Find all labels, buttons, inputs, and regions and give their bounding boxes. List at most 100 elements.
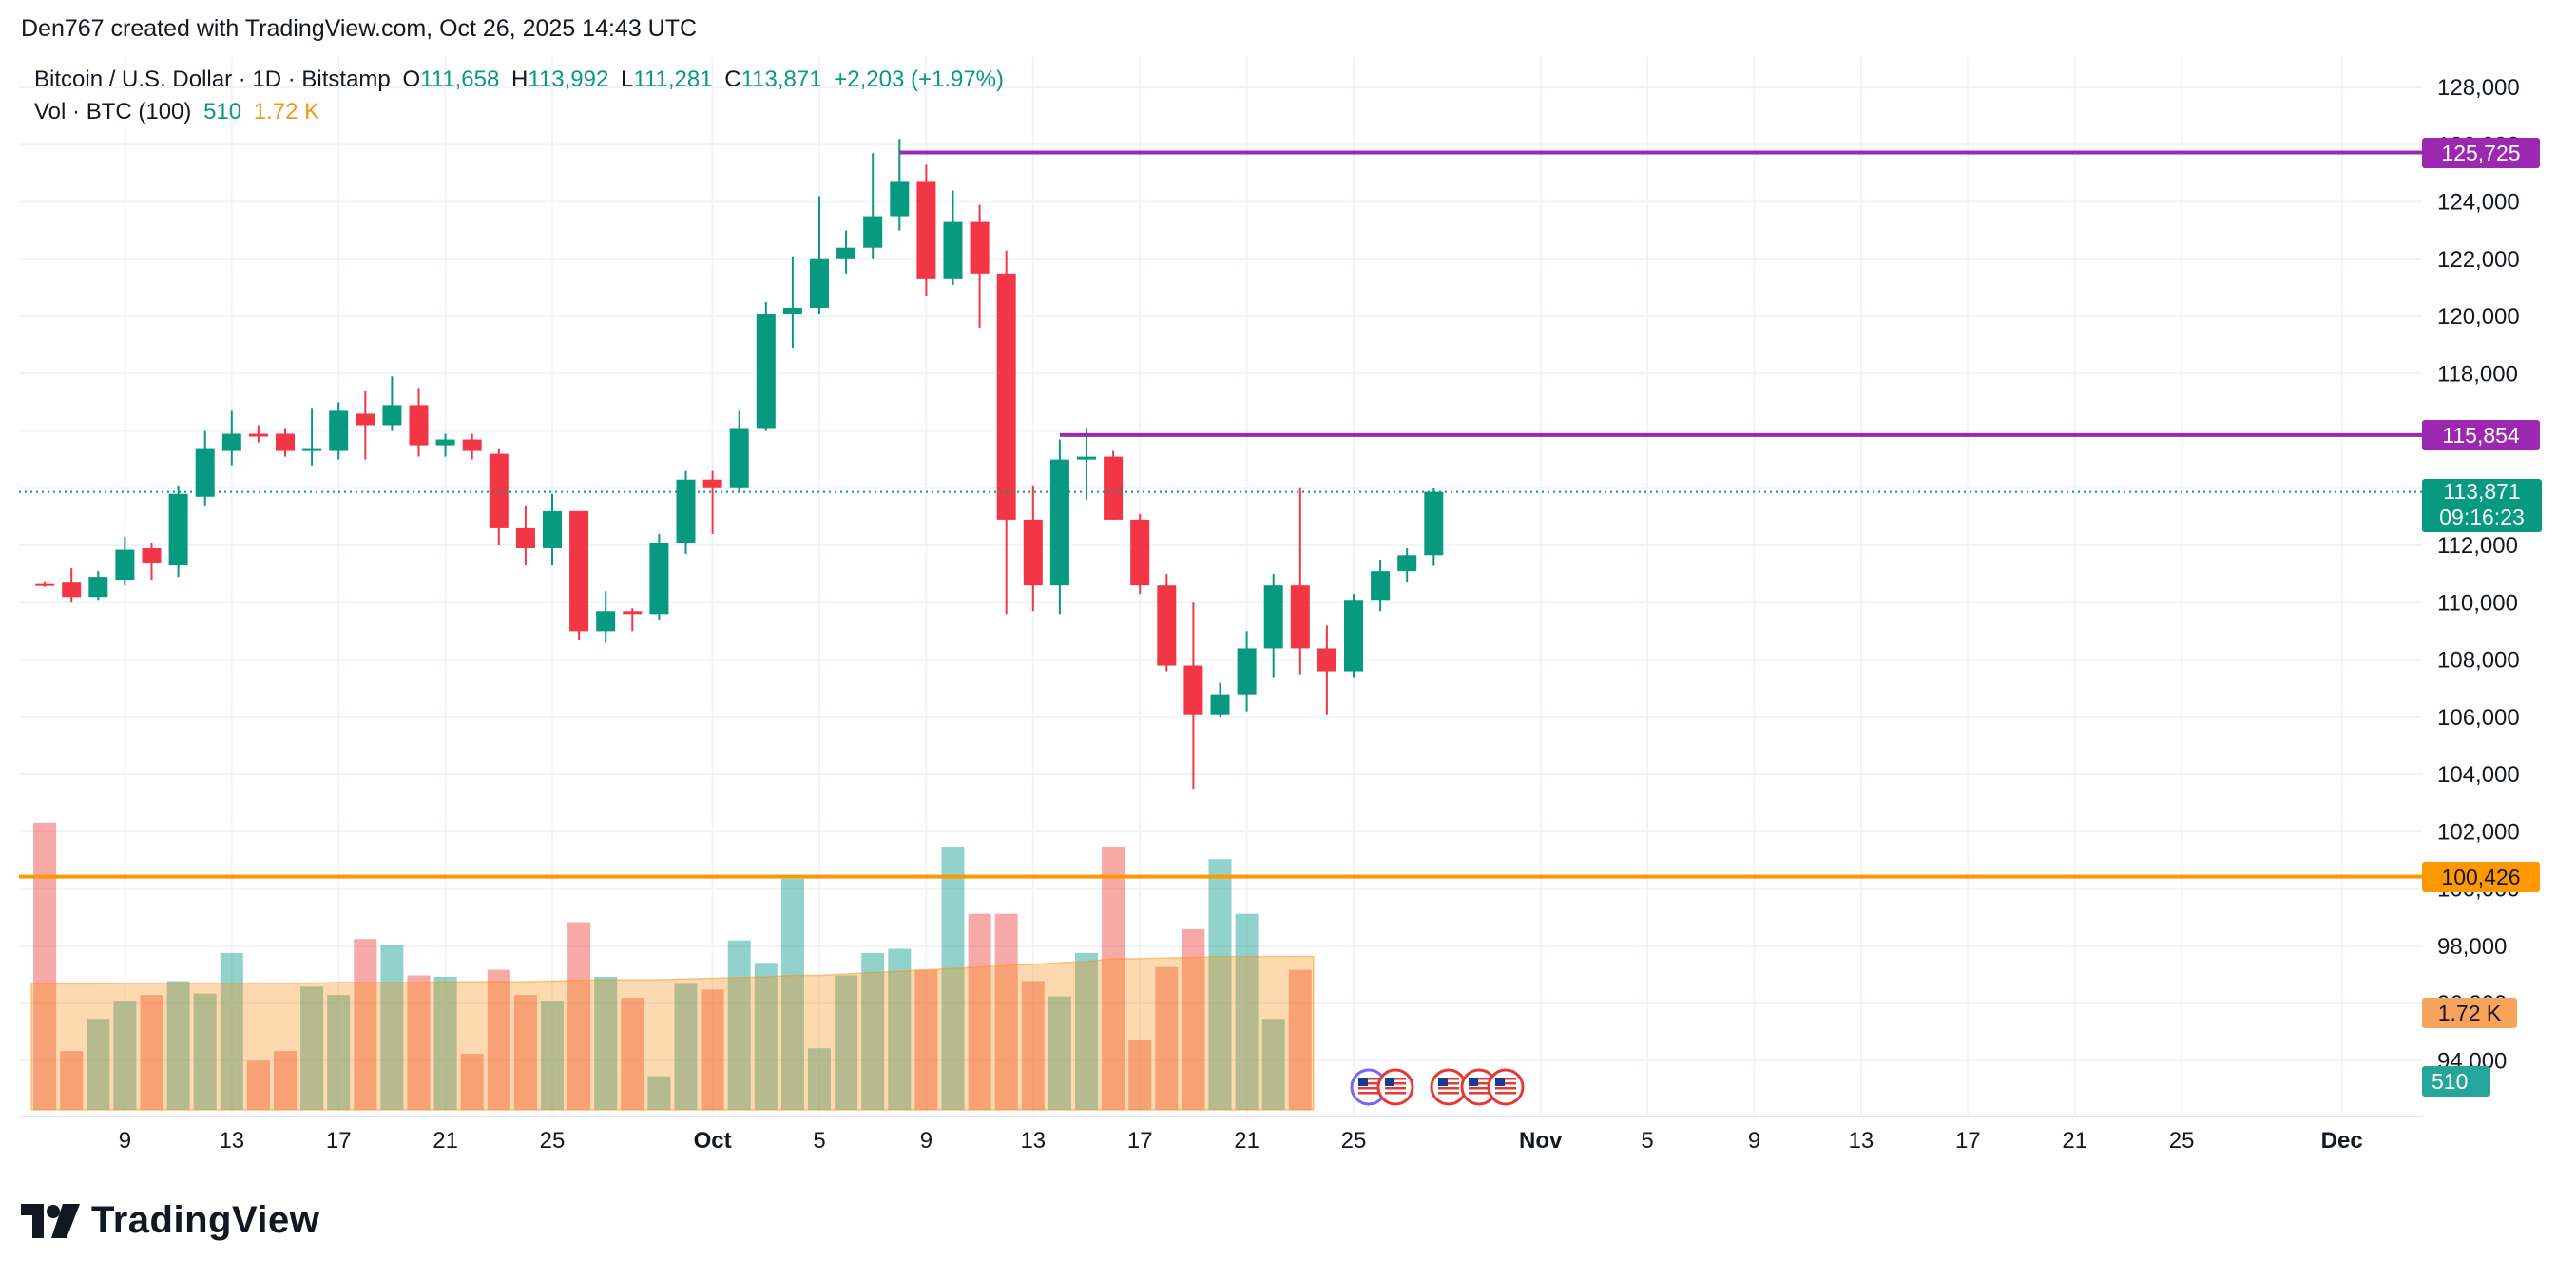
x-tick-label: 21 bbox=[433, 1128, 458, 1154]
candle-body bbox=[1237, 648, 1257, 695]
volume-bar bbox=[513, 995, 537, 1110]
level-tag-115854[interactable]: 115,854 bbox=[2422, 419, 2540, 450]
horizontal-lines[interactable] bbox=[19, 150, 2422, 879]
volume-bar bbox=[87, 1019, 110, 1110]
flag-stripe bbox=[1469, 1087, 1490, 1090]
volume-bar bbox=[1288, 969, 1312, 1110]
flag-canton bbox=[1438, 1078, 1448, 1086]
candle-body bbox=[115, 549, 135, 581]
candle-body bbox=[756, 313, 776, 429]
x-tick-label: 17 bbox=[1955, 1128, 1981, 1154]
candle-body bbox=[1023, 519, 1043, 586]
volume-bar bbox=[220, 952, 243, 1110]
volume-bar bbox=[1208, 859, 1232, 1110]
x-tick-label: 25 bbox=[2169, 1128, 2195, 1154]
tradingview-logo[interactable]: TradingView bbox=[21, 1199, 319, 1242]
volume-bar bbox=[594, 977, 618, 1110]
x-tick-label: 9 bbox=[920, 1128, 932, 1154]
candle-body bbox=[168, 493, 188, 566]
candle-body bbox=[916, 181, 936, 279]
candle-body bbox=[890, 181, 910, 217]
candles bbox=[35, 139, 1444, 790]
volume-bar bbox=[835, 975, 858, 1110]
volume-bar bbox=[60, 1051, 84, 1110]
flag-stripe bbox=[1385, 1078, 1406, 1080]
candle-body bbox=[569, 510, 589, 632]
y-tick-label: 112,000 bbox=[2437, 533, 2518, 559]
level-tag-125725[interactable]: 125,725 bbox=[2422, 137, 2540, 168]
low-value: 111,281 bbox=[633, 67, 713, 92]
y-tick-label: 108,000 bbox=[2437, 648, 2520, 674]
candle-body bbox=[1157, 585, 1177, 666]
x-tick-label: 21 bbox=[2062, 1128, 2087, 1154]
volume-bar bbox=[541, 1001, 564, 1110]
volume-bar bbox=[33, 822, 57, 1110]
volume-bar bbox=[701, 989, 724, 1110]
candle-body bbox=[515, 527, 535, 549]
x-tick-label: 9 bbox=[1748, 1128, 1760, 1154]
flag-stripe bbox=[1469, 1092, 1490, 1095]
flag-stripe bbox=[1495, 1087, 1516, 1090]
economic-event-icon[interactable] bbox=[1376, 1068, 1414, 1106]
economic-event-icon[interactable] bbox=[1430, 1068, 1468, 1106]
volume-ma-area bbox=[30, 955, 1315, 1111]
x-tick-label: 9 bbox=[119, 1128, 131, 1154]
flag-stripe bbox=[1438, 1087, 1459, 1090]
volume-bar bbox=[113, 1001, 137, 1110]
y-tick-label: 102,000 bbox=[2437, 819, 2520, 845]
candle-body bbox=[435, 439, 455, 446]
volume-bar bbox=[808, 1048, 831, 1110]
x-tick-label: Nov bbox=[1519, 1128, 1563, 1154]
candle-body bbox=[1130, 519, 1150, 586]
y-tick-label: 128,000 bbox=[2437, 75, 2520, 101]
volume-legend[interactable]: Vol · BTC (100) 510 1.72 K bbox=[34, 99, 325, 125]
high-value: 113,992 bbox=[528, 67, 609, 92]
volume-bar bbox=[274, 1051, 297, 1110]
volume-bar bbox=[327, 995, 351, 1110]
candle-body bbox=[276, 433, 295, 451]
volume-bar bbox=[1182, 928, 1205, 1110]
chart-header: Den767 created with TradingView.com, Oct… bbox=[21, 15, 698, 42]
y-tick-label: 110,000 bbox=[2437, 590, 2518, 616]
candle-body bbox=[1104, 456, 1124, 520]
close-value: 113,871 bbox=[740, 67, 822, 92]
volume-bar bbox=[300, 986, 324, 1110]
volume-bar bbox=[407, 975, 431, 1110]
x-tick-label: 17 bbox=[1127, 1128, 1153, 1154]
event-markers[interactable] bbox=[1350, 1068, 1525, 1106]
flag-stripe bbox=[1358, 1078, 1379, 1080]
candle-body bbox=[1077, 456, 1096, 460]
candle-body bbox=[195, 448, 215, 497]
high-label: H bbox=[510, 67, 529, 92]
volume-bar bbox=[1235, 913, 1259, 1110]
flag-stripe bbox=[1495, 1078, 1516, 1080]
y-tick-label: 122,000 bbox=[2437, 247, 2520, 273]
volume-bar bbox=[567, 922, 591, 1110]
x-tick-label: 5 bbox=[813, 1128, 825, 1154]
candle-body bbox=[782, 307, 802, 314]
open-label: O bbox=[402, 67, 421, 92]
candle-body bbox=[329, 410, 349, 451]
ai-event-icon[interactable] bbox=[1350, 1068, 1388, 1106]
open-value: 111,658 bbox=[420, 67, 500, 92]
flag-stripe bbox=[1469, 1078, 1490, 1080]
candle-body bbox=[1049, 459, 1069, 586]
volume-bar bbox=[647, 1076, 671, 1110]
candle-body bbox=[302, 448, 322, 451]
level-tag-100426[interactable]: 100,426 bbox=[2422, 861, 2540, 892]
x-tick-label: 13 bbox=[219, 1128, 244, 1154]
volume-bar bbox=[487, 969, 510, 1110]
economic-event-icon[interactable] bbox=[1487, 1068, 1525, 1106]
candle-body bbox=[970, 221, 990, 274]
candle-body bbox=[1210, 694, 1230, 715]
volume-value: 510 bbox=[203, 99, 242, 124]
y-tick-label: 106,000 bbox=[2437, 705, 2520, 731]
flag-canton bbox=[1495, 1078, 1505, 1086]
bar-countdown: 09:16:23 bbox=[2439, 504, 2525, 529]
economic-event-icon[interactable] bbox=[1460, 1068, 1498, 1106]
flag-stripe bbox=[1385, 1092, 1406, 1095]
x-tick-label: 13 bbox=[1849, 1128, 1874, 1154]
volume-ma-value: 1.72 K bbox=[253, 99, 320, 124]
symbol-legend[interactable]: Bitcoin / U.S. Dollar · 1D · Bitstamp O1… bbox=[34, 67, 1009, 93]
